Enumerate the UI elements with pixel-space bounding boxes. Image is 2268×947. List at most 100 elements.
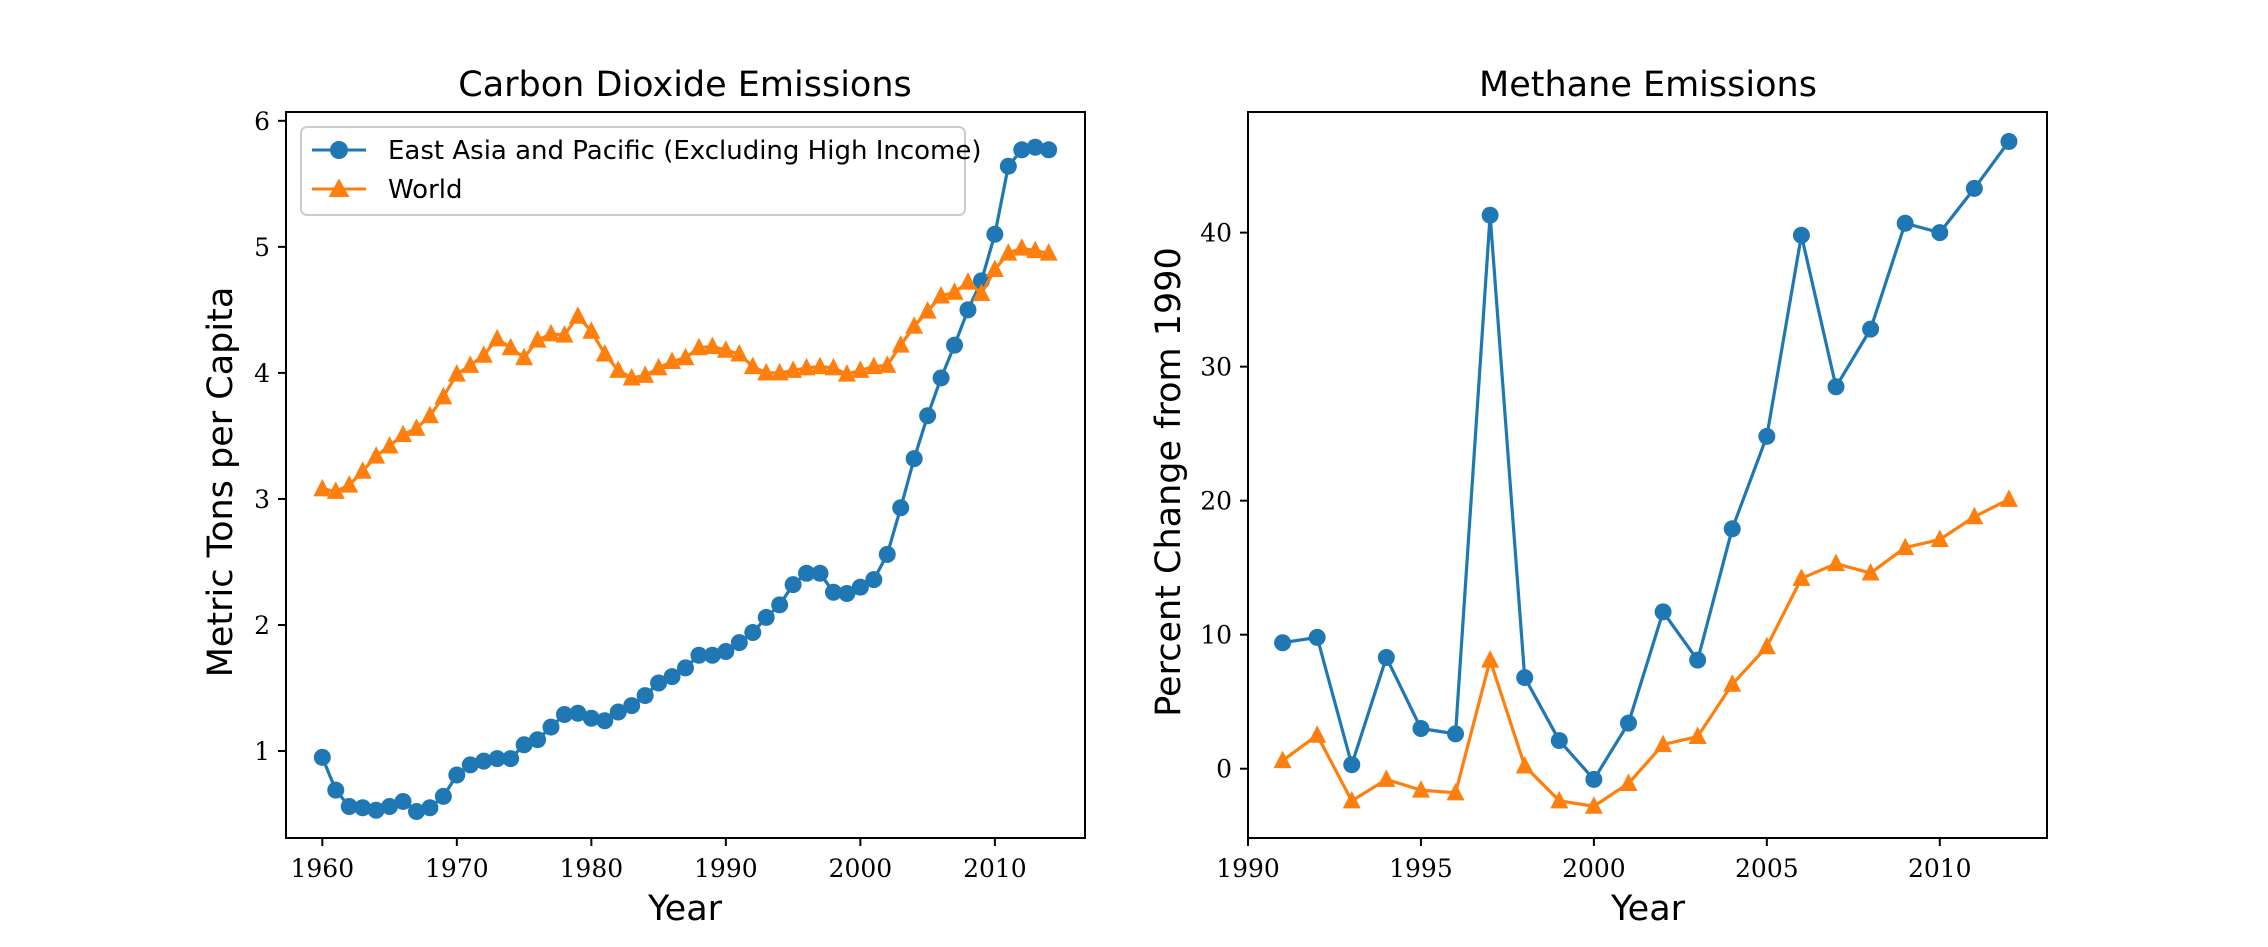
co2-point-east-asia <box>717 642 735 660</box>
methane-series-line-world <box>1281 497 2010 808</box>
co2-point-world <box>394 424 413 443</box>
methane-point-east-asia <box>1516 669 1534 687</box>
co2-y-tick-label: 2 <box>254 611 270 640</box>
co2-point-east-asia <box>946 336 964 354</box>
methane-point-east-asia <box>1308 628 1326 646</box>
co2-point-world <box>999 243 1018 261</box>
co2-y-tick-label: 1 <box>254 737 270 766</box>
co2-point-east-asia <box>932 369 950 387</box>
methane-point-world <box>1896 537 1915 556</box>
co2-point-world <box>945 282 964 300</box>
methane-ticks: 1990 1995 2000 2005 2010 0 10 20 30 40 <box>1200 219 1971 883</box>
co2-point-world <box>326 481 345 499</box>
co2-point-east-asia <box>999 157 1017 175</box>
co2-point-world <box>609 360 628 378</box>
co2-point-east-asia <box>1026 138 1044 156</box>
co2-point-east-asia <box>986 225 1004 243</box>
legend-label-world: World <box>388 175 463 205</box>
methane-point-world <box>1688 726 1707 745</box>
methane-point-world <box>1584 796 1603 814</box>
co2-point-world <box>541 323 560 342</box>
co2-point-east-asia <box>636 687 654 705</box>
methane-point-east-asia <box>1792 226 1810 244</box>
co2-point-world <box>1039 243 1058 261</box>
methane-point-world <box>1515 756 1534 774</box>
legend-box <box>300 126 966 216</box>
co2-point-east-asia <box>744 624 762 642</box>
legend-label-east-asia: East Asia and Pacific (Excluding High In… <box>388 136 982 166</box>
methane-chart: Methane Emissions Year Percent Change fr… <box>1149 65 2048 929</box>
co2-point-world <box>528 330 547 348</box>
methane-x-tick-label: 2010 <box>1908 854 1972 883</box>
co2-point-east-asia <box>959 301 977 319</box>
co2-point-world <box>891 335 910 353</box>
co2-point-east-asia <box>596 712 614 730</box>
methane-plot-area <box>1273 132 2018 814</box>
co2-x-tick-label: 2000 <box>829 854 893 883</box>
methane-point-east-asia <box>2000 132 2018 150</box>
methane-point-world <box>1861 563 1880 581</box>
co2-point-east-asia <box>461 756 479 774</box>
co2-point-world <box>730 344 749 362</box>
co2-point-east-asia <box>811 564 829 582</box>
co2-point-east-asia <box>354 799 372 817</box>
methane-point-east-asia <box>1689 651 1707 669</box>
methane-point-world <box>1619 773 1638 791</box>
co2-point-east-asia <box>475 752 493 770</box>
methane-point-world <box>1377 769 1396 787</box>
co2-point-east-asia <box>569 704 587 722</box>
methane-point-east-asia <box>1274 634 1292 652</box>
co2-point-world <box>380 436 399 454</box>
co2-point-world <box>932 286 951 304</box>
co2-point-east-asia <box>529 731 547 749</box>
co2-point-east-asia <box>448 766 466 784</box>
co2-point-world <box>1012 238 1031 256</box>
methane-y-tick-label: 30 <box>1200 353 1232 382</box>
co2-point-east-asia <box>381 797 399 815</box>
co2-x-tick-label: 1990 <box>694 854 758 883</box>
co2-point-east-asia <box>771 596 789 614</box>
co2-point-world <box>784 360 803 378</box>
methane-x-tick-label: 2000 <box>1562 854 1626 883</box>
co2-point-world <box>420 405 439 424</box>
co2-axes-frame <box>285 111 1086 839</box>
co2-point-world <box>905 316 924 334</box>
co2-point-world <box>622 367 641 386</box>
co2-point-world <box>649 357 668 376</box>
co2-point-east-asia <box>798 564 816 582</box>
co2-point-east-asia <box>690 646 708 664</box>
methane-axes-frame <box>1247 111 2048 839</box>
methane-y-tick-label: 0 <box>1216 755 1232 784</box>
co2-point-east-asia <box>488 750 506 768</box>
co2-point-world <box>501 337 520 356</box>
co2-point-world <box>972 283 991 301</box>
co2-point-world <box>837 364 856 382</box>
co2-point-world <box>716 340 735 358</box>
co2-point-world <box>434 386 453 405</box>
methane-x-tick-label: 2005 <box>1735 854 1799 883</box>
co2-point-east-asia <box>878 545 896 563</box>
methane-point-east-asia <box>1654 603 1672 621</box>
methane-point-east-asia <box>1343 756 1361 774</box>
methane-point-world <box>1792 568 1811 586</box>
methane-y-tick-label: 20 <box>1200 487 1232 516</box>
co2-legend: East Asia and Pacific (Excluding High In… <box>300 126 982 216</box>
co2-point-world <box>676 347 695 366</box>
co2-point-world <box>407 418 426 436</box>
co2-point-east-asia <box>1040 141 1058 159</box>
co2-ticks: 1960 1970 1980 1990 2000 2010 1 2 3 4 5 6 <box>254 107 1027 883</box>
co2-point-world <box>663 351 682 370</box>
co2-point-world <box>555 325 574 343</box>
co2-y-tick-label: 3 <box>254 485 270 514</box>
co2-point-east-asia <box>824 583 842 601</box>
co2-point-east-asia <box>663 668 681 686</box>
co2-point-world <box>568 306 587 324</box>
co2-point-world <box>878 355 897 373</box>
co2-point-world <box>636 365 655 383</box>
co2-point-east-asia <box>434 787 452 805</box>
co2-point-world <box>595 344 614 362</box>
co2-point-world <box>851 360 870 378</box>
co2-point-east-asia <box>542 718 560 736</box>
co2-point-world <box>797 357 816 376</box>
